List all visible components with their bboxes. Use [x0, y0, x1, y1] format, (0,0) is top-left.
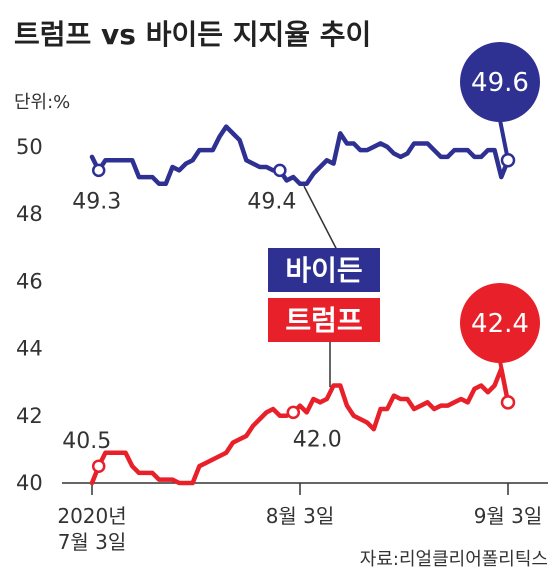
- x-tick-label: 2020년 7월 3일: [57, 504, 126, 554]
- source-label: 자료:리얼클리어폴리틱스: [360, 549, 548, 570]
- y-tick-label: 42: [16, 404, 43, 428]
- x-tick-label-line: 8월 3일: [266, 504, 335, 528]
- y-tick-label: 40: [16, 471, 43, 495]
- axis-layer: 50 48 46 44 42 40 2020년 7월 3일 8월 3일 9월 3일: [16, 135, 548, 554]
- biden-name-label: 바이든: [285, 254, 362, 287]
- trump-end-point: [500, 395, 516, 410]
- x-tick-label: 8월 3일: [266, 504, 335, 528]
- biden-point-label: 49.3: [72, 189, 121, 214]
- y-tick-label: 44: [16, 337, 43, 361]
- trump-point-label: 40.5: [62, 429, 111, 454]
- biden-line: [89, 124, 511, 187]
- trump-name-label: 트럼프: [285, 304, 362, 337]
- biden-point: [273, 163, 287, 178]
- chart-title: 트럼프 vs 바이든 지지율 추이: [14, 18, 371, 51]
- trump-line: [89, 366, 511, 486]
- trump-name-tag: [268, 298, 380, 342]
- biden-name-tag: [268, 248, 380, 292]
- biden-end-label: 49.6: [471, 68, 529, 98]
- biden-point: [91, 163, 106, 178]
- biden-point-label: 49.4: [247, 189, 296, 214]
- trump-point: [91, 459, 106, 473]
- x-tick-label-line: 9월 3일: [474, 504, 543, 528]
- trump-end-bubble: [460, 283, 540, 363]
- unit-label: 단위:%: [14, 92, 70, 113]
- y-tick-label: 46: [16, 269, 43, 293]
- trump-point: [286, 405, 301, 420]
- series-lines: [89, 124, 511, 486]
- biden-end-bubble: [460, 42, 540, 122]
- biden-end-point: [500, 153, 516, 168]
- y-tick-label: 48: [16, 202, 43, 226]
- y-tick-label: 50: [16, 135, 43, 159]
- biden-leader-line: [303, 185, 339, 253]
- x-tick-label-line: 2020년: [57, 504, 126, 528]
- trump-point-label: 42.0: [293, 427, 342, 452]
- trump-end-label: 42.4: [471, 309, 529, 339]
- x-tick-label-line: 7월 3일: [58, 530, 127, 554]
- x-tick-label: 9월 3일: [474, 504, 543, 528]
